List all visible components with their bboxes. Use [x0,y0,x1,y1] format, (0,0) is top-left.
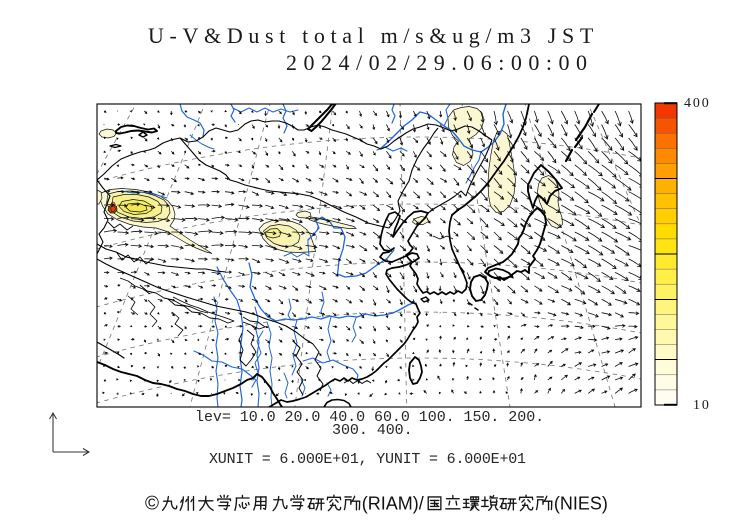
svg-text:(NIES): (NIES) [554,494,608,514]
svg-text:(RIAM)/: (RIAM)/ [362,494,424,514]
svg-text:©: © [145,494,159,515]
